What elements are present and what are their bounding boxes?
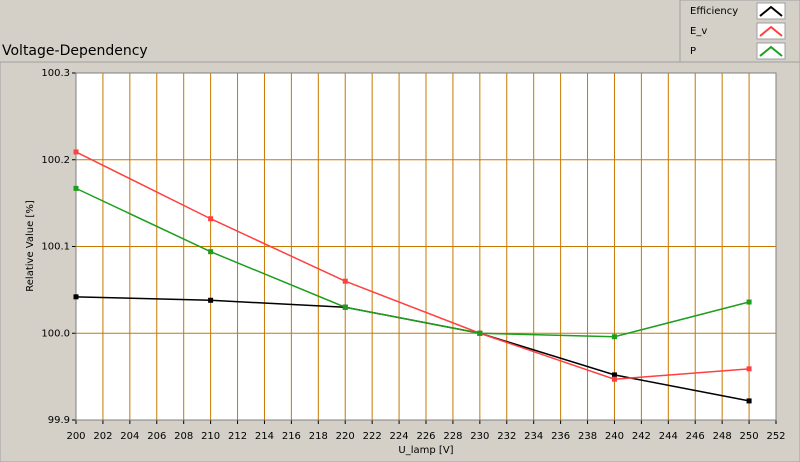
data-point bbox=[73, 294, 79, 300]
x-tick-label: 218 bbox=[309, 431, 328, 442]
x-tick-label: 216 bbox=[282, 431, 301, 442]
x-tick-label: 234 bbox=[524, 431, 543, 442]
x-tick-label: 204 bbox=[120, 431, 139, 442]
x-tick-label: 244 bbox=[659, 431, 678, 442]
data-point bbox=[746, 299, 752, 305]
x-tick-label: 238 bbox=[578, 431, 597, 442]
legend-swatch bbox=[759, 45, 783, 57]
data-point bbox=[611, 334, 617, 340]
data-point bbox=[746, 398, 752, 404]
x-tick-label: 226 bbox=[416, 431, 435, 442]
plot-border bbox=[75, 72, 777, 421]
x-tick-label: 214 bbox=[255, 431, 274, 442]
x-tick-label: 220 bbox=[336, 431, 355, 442]
legend-swatch-box bbox=[756, 42, 786, 60]
x-tick-label: 208 bbox=[174, 431, 193, 442]
x-tick-label: 246 bbox=[686, 431, 705, 442]
data-point bbox=[208, 249, 214, 255]
data-point bbox=[746, 366, 752, 372]
x-axis-label: U_lamp [V] bbox=[398, 445, 453, 456]
legend-swatch-box bbox=[756, 22, 786, 40]
series-line bbox=[75, 151, 750, 380]
x-tick-label: 212 bbox=[228, 431, 247, 442]
x-tick-label: 228 bbox=[443, 431, 462, 442]
data-point bbox=[342, 278, 348, 284]
chart-title: Voltage-Dependency bbox=[2, 43, 148, 59]
x-tick-label: 210 bbox=[201, 431, 220, 442]
x-tick-label: 200 bbox=[66, 431, 85, 442]
x-tick-label: 236 bbox=[551, 431, 570, 442]
data-point bbox=[73, 185, 79, 191]
x-tick-label: 242 bbox=[632, 431, 651, 442]
x-tick-label: 252 bbox=[766, 431, 785, 442]
data-point bbox=[208, 297, 214, 303]
y-tick-label: 99.9 bbox=[48, 415, 70, 426]
series-line bbox=[75, 187, 750, 338]
legend-swatch-box bbox=[756, 2, 786, 20]
y-tick-label: 100.3 bbox=[41, 68, 70, 79]
data-point bbox=[342, 304, 348, 310]
x-tick-label: 224 bbox=[390, 431, 409, 442]
x-tick-label: 248 bbox=[713, 431, 732, 442]
data-point bbox=[611, 376, 617, 382]
data-point bbox=[477, 330, 483, 336]
x-tick-label: 240 bbox=[605, 431, 624, 442]
legend-label: E_v bbox=[690, 26, 707, 37]
y-axis-label: Relative Value [%] bbox=[25, 200, 36, 292]
x-tick-label: 202 bbox=[93, 431, 112, 442]
legend-swatch bbox=[759, 25, 783, 37]
legend-label: Efficiency bbox=[690, 6, 738, 17]
x-tick-label: 206 bbox=[147, 431, 166, 442]
y-tick-label: 100.0 bbox=[41, 328, 70, 339]
y-tick-label: 100.2 bbox=[41, 155, 70, 166]
data-point bbox=[208, 216, 214, 222]
x-tick-label: 232 bbox=[497, 431, 516, 442]
x-tick-label: 222 bbox=[363, 431, 382, 442]
legend-label: P bbox=[690, 46, 696, 57]
x-tick-label: 250 bbox=[740, 431, 759, 442]
data-point bbox=[73, 149, 79, 155]
x-tick-label: 230 bbox=[470, 431, 489, 442]
y-tick-label: 100.1 bbox=[41, 242, 70, 253]
legend-swatch bbox=[759, 5, 783, 17]
data-point bbox=[611, 372, 617, 378]
